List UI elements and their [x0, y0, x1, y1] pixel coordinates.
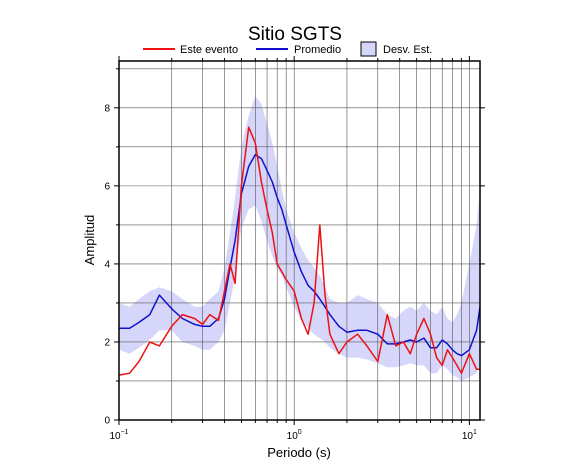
y-tick-label: 0 — [104, 416, 110, 427]
legend: Este evento Promedio Desv. Est. — [143, 41, 432, 57]
series-event-line — [118, 126, 480, 376]
chart-title: Sitio SGTS — [248, 24, 342, 45]
grid-layer — [119, 61, 480, 420]
x-axis-label: Periodo (s) — [267, 445, 331, 460]
x-tick-exponent: 1 — [473, 429, 477, 436]
series-layer — [118, 126, 481, 376]
y-axis-label: Amplitud — [82, 215, 97, 266]
y-tick-label: 4 — [104, 259, 110, 270]
legend-mean-label: Promedio — [294, 44, 341, 56]
std-band-layer — [119, 96, 480, 381]
y-tick-label: 6 — [104, 181, 110, 192]
y-tick-label: 2 — [104, 337, 110, 348]
x-tick-exponent: 0 — [298, 429, 302, 436]
plot-frame — [118, 60, 481, 421]
x-tick-exponent: −1 — [121, 429, 129, 436]
legend-std-label: Desv. Est. — [383, 44, 432, 56]
legend-event-label: Este evento — [180, 44, 238, 56]
std-band — [119, 96, 480, 381]
y-tick-label: 8 — [104, 103, 110, 114]
legend-std-swatch — [360, 41, 377, 57]
